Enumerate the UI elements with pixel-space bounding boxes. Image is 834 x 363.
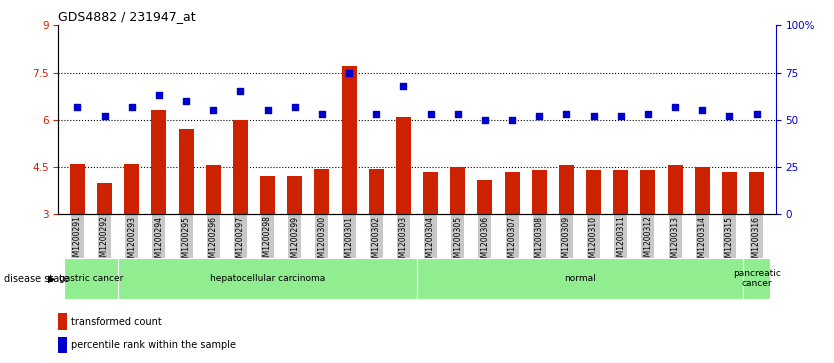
- Text: normal: normal: [564, 274, 595, 283]
- Bar: [450, 167, 465, 214]
- Text: GDS4882 / 231947_at: GDS4882 / 231947_at: [58, 10, 196, 23]
- Point: [207, 107, 220, 113]
- Bar: [97, 183, 112, 214]
- Bar: [668, 166, 682, 214]
- Point: [696, 107, 709, 113]
- Point: [451, 111, 465, 117]
- Bar: [64, 258, 118, 299]
- Bar: [695, 167, 710, 214]
- Bar: [178, 129, 193, 214]
- Point: [288, 104, 301, 110]
- Text: pancreatic
cancer: pancreatic cancer: [732, 269, 781, 288]
- Point: [533, 113, 546, 119]
- Bar: [749, 172, 764, 214]
- Point: [750, 111, 763, 117]
- Bar: [314, 168, 329, 214]
- Point: [723, 113, 736, 119]
- Bar: [206, 166, 221, 214]
- Point: [261, 107, 274, 113]
- Bar: [586, 170, 601, 214]
- Point: [153, 92, 166, 98]
- Point: [668, 104, 681, 110]
- Text: disease state: disease state: [4, 274, 69, 284]
- Bar: [532, 170, 547, 214]
- Bar: [260, 176, 275, 214]
- Bar: [152, 110, 166, 214]
- Bar: [396, 117, 411, 214]
- Point: [179, 98, 193, 104]
- Point: [560, 111, 573, 117]
- Bar: [722, 172, 737, 214]
- Text: percentile rank within the sample: percentile rank within the sample: [71, 340, 236, 350]
- Point: [234, 89, 247, 94]
- Point: [614, 113, 627, 119]
- Bar: [743, 258, 770, 299]
- Bar: [369, 168, 384, 214]
- Text: hepatocellular carcinoma: hepatocellular carcinoma: [210, 274, 325, 283]
- Bar: [477, 180, 492, 214]
- Point: [424, 111, 437, 117]
- Point: [505, 117, 519, 123]
- Point: [343, 70, 356, 76]
- Bar: [58, 313, 68, 330]
- Point: [315, 111, 329, 117]
- Point: [125, 104, 138, 110]
- Point: [641, 111, 655, 117]
- Point: [397, 83, 410, 89]
- Text: gastric cancer: gastric cancer: [58, 274, 123, 283]
- Bar: [641, 170, 656, 214]
- Point: [71, 104, 84, 110]
- Bar: [70, 164, 85, 214]
- Bar: [342, 66, 357, 214]
- Bar: [559, 166, 574, 214]
- Bar: [233, 120, 248, 214]
- Bar: [287, 176, 302, 214]
- Bar: [58, 337, 68, 354]
- Bar: [118, 258, 417, 299]
- Bar: [505, 172, 520, 214]
- Point: [478, 117, 491, 123]
- Text: transformed count: transformed count: [71, 317, 162, 327]
- Bar: [423, 172, 438, 214]
- Text: ▶: ▶: [48, 274, 56, 284]
- Point: [98, 113, 111, 119]
- Point: [369, 111, 383, 117]
- Bar: [613, 170, 628, 214]
- Point: [587, 113, 600, 119]
- Bar: [124, 164, 139, 214]
- Bar: [417, 258, 743, 299]
